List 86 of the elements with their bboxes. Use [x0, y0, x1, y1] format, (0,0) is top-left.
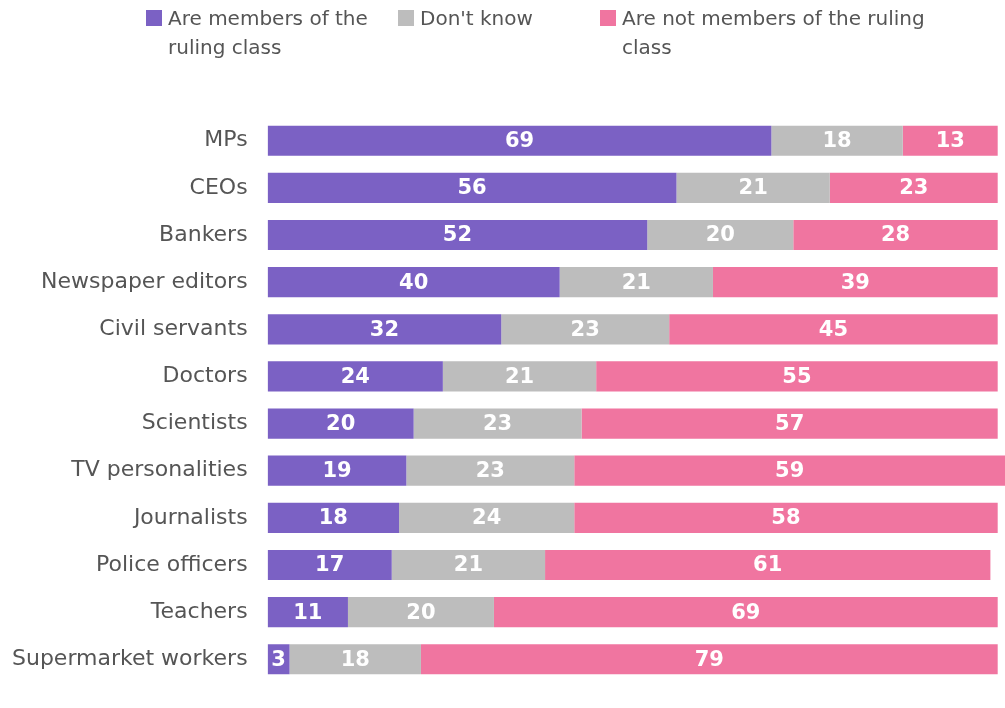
bar	[501, 314, 670, 345]
y-tick-label: MPs	[204, 126, 248, 152]
bar	[647, 219, 794, 251]
data-label: 57	[775, 411, 805, 436]
bar	[574, 455, 1005, 486]
bar	[676, 172, 830, 203]
bar	[347, 597, 494, 628]
data-label: 20	[326, 411, 356, 436]
legend-label: Are not members of the ruling class	[622, 5, 926, 61]
data-label: 32	[369, 316, 400, 341]
bar	[545, 549, 991, 581]
data-label: 21	[738, 175, 768, 200]
bar	[420, 644, 998, 675]
bar	[829, 172, 998, 203]
data-label: 56	[457, 175, 487, 200]
data-label: 69	[504, 128, 535, 153]
data-label: 18	[318, 505, 348, 530]
bar	[669, 314, 998, 345]
bar	[596, 361, 998, 392]
bar	[267, 597, 348, 628]
data-label: 3	[271, 646, 286, 671]
data-label: 20	[705, 222, 735, 247]
bar	[267, 502, 400, 533]
data-label: 18	[340, 646, 370, 671]
data-label: 21	[504, 363, 535, 388]
bar	[267, 172, 677, 203]
bar	[267, 455, 407, 486]
data-label: 45	[818, 316, 849, 341]
data-label: 40	[399, 269, 429, 294]
bar	[289, 644, 421, 675]
bar	[406, 455, 575, 486]
y-tick-label: Civil servants	[99, 315, 248, 341]
data-label: 21	[621, 269, 651, 294]
data-label: 19	[322, 458, 352, 483]
bar	[267, 549, 392, 581]
data-label: 69	[731, 599, 761, 624]
y-tick-label: Doctors	[162, 362, 248, 388]
bar	[267, 314, 502, 345]
y-tick-label: Journalists	[131, 503, 248, 529]
data-label: 58	[771, 505, 801, 530]
data-label: 23	[482, 411, 513, 436]
data-label: 28	[880, 222, 911, 247]
y-tick-label: Teachers	[149, 597, 248, 623]
bar	[442, 361, 597, 392]
y-tick-label: Scientists	[141, 409, 248, 435]
bar	[267, 267, 560, 298]
y-tick-label: Supermarket workers	[11, 644, 248, 670]
data-label: 20	[406, 599, 436, 624]
data-label: 59	[775, 458, 805, 483]
bar	[771, 125, 903, 156]
data-label: 13	[935, 128, 965, 153]
data-label: 18	[822, 128, 852, 153]
data-label: 21	[453, 552, 484, 577]
y-tick-label: Newspaper editors	[40, 267, 248, 293]
legend-label: Don't know	[420, 5, 533, 32]
legend-label: Are members of the ruling class	[168, 5, 369, 61]
data-label: 61	[753, 552, 783, 577]
bar	[581, 408, 998, 439]
bar	[399, 502, 575, 533]
data-label: 24	[340, 363, 370, 388]
y-tick-label: Police officers	[95, 550, 248, 576]
bar	[574, 502, 998, 533]
y-tick-label: CEOs	[189, 173, 248, 199]
bar	[267, 219, 648, 251]
data-label: 17	[315, 552, 345, 577]
bar	[793, 219, 998, 251]
data-label: 39	[840, 269, 870, 294]
data-label: 52	[442, 222, 473, 247]
data-label: 23	[899, 175, 929, 200]
y-tick-label: Bankers	[159, 220, 248, 246]
data-label: 24	[472, 505, 502, 530]
bar	[902, 125, 998, 156]
bar	[267, 361, 443, 392]
bar	[413, 408, 582, 439]
data-label: 23	[570, 316, 600, 341]
y-tick-label: TV personalities	[70, 456, 248, 482]
bar	[559, 267, 713, 298]
data-label: 23	[475, 458, 505, 483]
bar	[267, 125, 772, 156]
bar	[712, 267, 998, 298]
bar	[267, 408, 414, 439]
bar	[391, 549, 546, 581]
data-label: 79	[694, 646, 724, 671]
data-label: 55	[782, 363, 812, 388]
data-label: 11	[293, 599, 323, 624]
bar	[493, 597, 998, 628]
